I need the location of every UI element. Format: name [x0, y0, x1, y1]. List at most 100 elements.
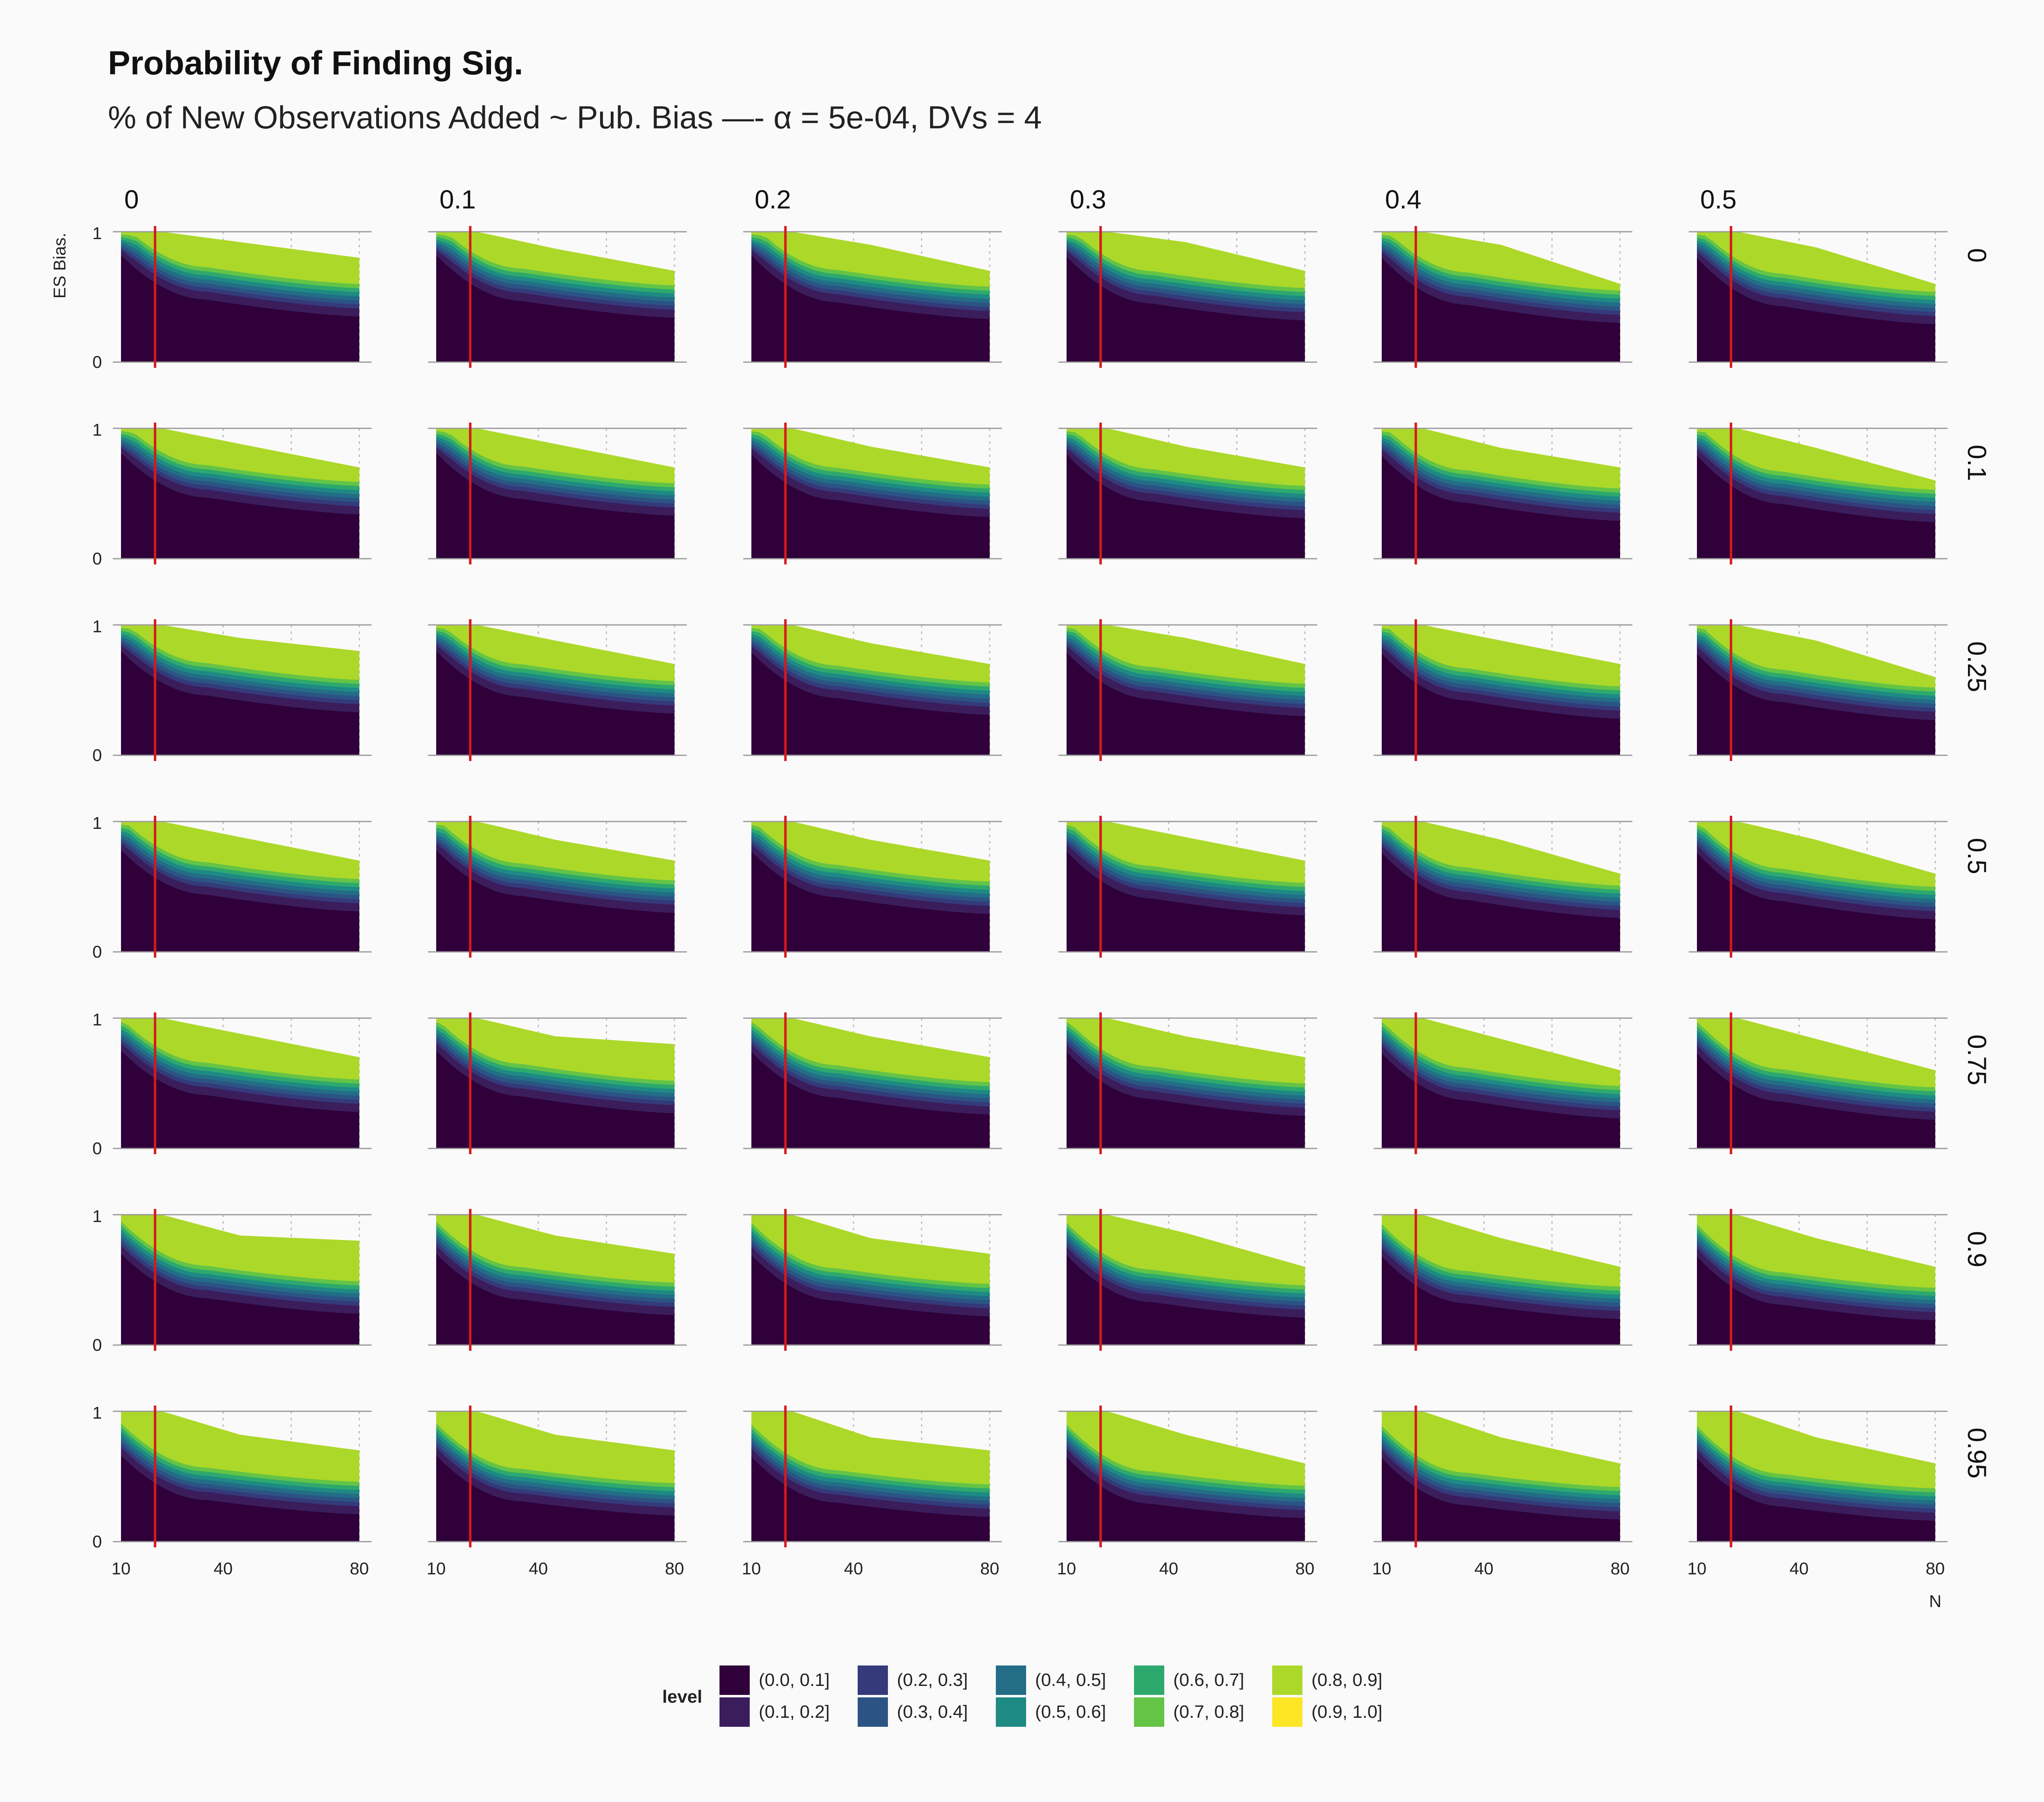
panel-0.1-0.4 [1374, 423, 1632, 564]
panel-0.75-0.3 [1058, 1012, 1317, 1154]
x-tick-label: 80 [1611, 1559, 1630, 1578]
y-axis-label: ES Bias. [50, 233, 69, 298]
y-tick-label: 0 [92, 942, 102, 961]
panel-0.75-0.1 [428, 1012, 687, 1154]
legend-title: level [662, 1687, 702, 1707]
panel-0-0.2 [743, 226, 1002, 368]
legend-swatch [1134, 1697, 1164, 1727]
level-band-0 [1067, 1457, 1305, 1542]
panel-0-0.3 [1058, 226, 1317, 368]
panel-0.1-0.2 [743, 423, 1002, 564]
y-tick-label: 0 [92, 1532, 102, 1551]
level-band-0 [1697, 853, 1935, 952]
y-tick-label: 1 [92, 420, 102, 439]
level-band-0 [436, 453, 675, 559]
panel-0.9-0.5 [1689, 1209, 1948, 1351]
level-band-0 [436, 255, 675, 362]
x-tick-label: 10 [742, 1559, 761, 1578]
legend-label: (0.8, 0.9] [1311, 1670, 1383, 1690]
panel-0.95-0: 10 [92, 1403, 372, 1551]
x-tick-label: 40 [1159, 1559, 1178, 1578]
facet-column-label: 0.5 [1700, 185, 1737, 214]
level-band-0 [436, 1050, 675, 1148]
chart-title: Probability of Finding Sig. [108, 45, 523, 82]
level-band-0 [121, 453, 359, 559]
facet-column-label: 0.2 [755, 185, 791, 214]
legend-label: (0.5, 0.6] [1035, 1702, 1106, 1722]
panel-0.9-0.4 [1374, 1209, 1632, 1351]
legend-item: (0.7, 0.8] [1134, 1697, 1244, 1727]
y-tick-label: 1 [92, 813, 102, 833]
panel-0.5-0: 10 [92, 813, 372, 961]
panel-0.25-0.2 [743, 619, 1002, 761]
panel-0.5-0.4 [1374, 816, 1632, 958]
facet-row-label: 0.95 [1962, 1428, 1992, 1479]
legend-item: (0.0, 0.1] [719, 1665, 830, 1695]
level-band-0 [1697, 1053, 1935, 1148]
legend-swatch [1134, 1665, 1164, 1695]
facet-row-label: 0.1 [1962, 445, 1992, 481]
level-band-0 [1067, 851, 1305, 952]
level-band-0 [1697, 456, 1935, 559]
facet-column-label: 0 [124, 185, 139, 214]
legend-item: (0.5, 0.6] [996, 1697, 1106, 1727]
panel-0.5-0.1 [428, 816, 687, 958]
level-band-0 [751, 255, 990, 362]
legend-label: (0.6, 0.7] [1173, 1670, 1244, 1690]
panel-0-0: 10 [92, 224, 372, 372]
level-band-0 [436, 1455, 675, 1542]
legend-swatch [1272, 1697, 1302, 1727]
legend-swatch [858, 1665, 888, 1695]
legend-item: (0.2, 0.3] [858, 1665, 968, 1695]
y-tick-label: 1 [92, 1010, 102, 1029]
x-tick-label: 10 [1688, 1559, 1707, 1578]
level-band-0 [1382, 853, 1620, 952]
panel-0.95-0.2 [743, 1406, 1002, 1547]
level-band-0 [1382, 654, 1620, 755]
facet-row-label: 0.9 [1962, 1231, 1992, 1267]
panel-0.5-0.3 [1058, 816, 1317, 958]
panel-0-0.1 [428, 226, 687, 368]
level-band-0 [1067, 652, 1305, 755]
panel-0.25-0.5 [1689, 619, 1948, 761]
legend-label: (0.7, 0.8] [1173, 1702, 1244, 1722]
x-tick-label: 80 [350, 1559, 369, 1578]
y-tick-label: 1 [92, 1403, 102, 1422]
legend-swatch [858, 1697, 888, 1727]
panel-0.1-0.1 [428, 423, 687, 564]
panel-0.95-0.5 [1689, 1406, 1948, 1547]
level-band-0 [1067, 256, 1305, 362]
level-band-0 [1382, 257, 1620, 362]
level-band-0 [1067, 1052, 1305, 1148]
panel-0-0.5 [1689, 226, 1948, 368]
facet-row-label: 0 [1962, 248, 1992, 263]
level-band-0 [1697, 1458, 1935, 1542]
level-band-0 [751, 454, 990, 559]
legend-swatch [996, 1697, 1026, 1727]
level-band-0 [121, 651, 359, 755]
level-band-0 [121, 1254, 359, 1345]
level-band-0 [751, 1255, 990, 1345]
panel-0.25-0: 10 [92, 617, 372, 765]
panel-0.25-0.3 [1058, 619, 1317, 761]
y-tick-label: 1 [92, 617, 102, 636]
legend-item: (0.9, 1.0] [1272, 1697, 1383, 1727]
y-tick-label: 0 [92, 549, 102, 568]
x-tick-label: 80 [1926, 1559, 1945, 1578]
legend-item: (0.4, 0.5] [996, 1665, 1106, 1695]
y-tick-label: 0 [92, 1139, 102, 1158]
x-tick-label: 80 [665, 1559, 684, 1578]
level-band-0 [1382, 1053, 1620, 1148]
x-tick-label: 40 [1789, 1559, 1809, 1578]
level-band-0 [121, 1050, 359, 1148]
level-band-0 [1697, 257, 1935, 362]
level-band-0 [1382, 456, 1620, 559]
level-band-0 [1382, 1256, 1620, 1345]
panel-0.25-0.4 [1374, 619, 1632, 761]
legend-label: (0.4, 0.5] [1035, 1670, 1106, 1690]
panel-0.95-0.1 [428, 1406, 687, 1547]
x-tick-label: 80 [980, 1559, 1000, 1578]
y-tick-label: 0 [92, 1335, 102, 1354]
level-band-0 [436, 1254, 675, 1345]
level-band-0 [1697, 654, 1935, 755]
